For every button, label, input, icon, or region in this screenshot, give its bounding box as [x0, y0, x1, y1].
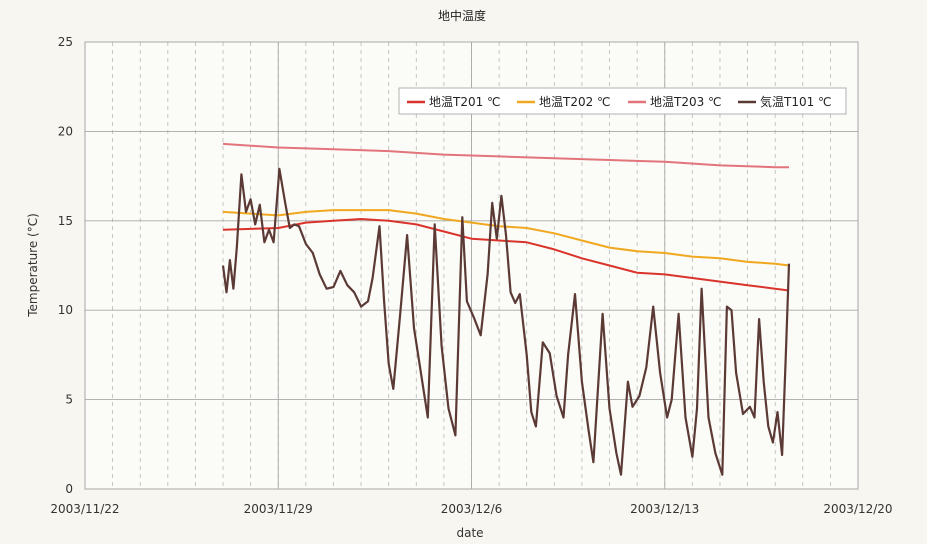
series-line-3 [222, 142, 789, 169]
legend-entry: 地温T203 ℃ [650, 95, 722, 109]
y-tick-label: 10 [58, 303, 73, 317]
legend: 地温T201 ℃ 地温T202 ℃ 地温T203 ℃ 気温T101 ℃ [398, 87, 847, 115]
series-line-4 [221, 167, 791, 476]
series-line-1 [222, 218, 790, 292]
x-tick-label: 2003/11/29 [244, 502, 313, 516]
x-tick-label: 2003/11/22 [50, 502, 119, 516]
y-tick-label: 25 [58, 35, 73, 49]
x-tick-label: 2003/12/13 [630, 502, 699, 516]
y-tick-label: 5 [65, 393, 73, 407]
legend-entry: 気温T101 ℃ [760, 94, 832, 109]
series-line-2 [222, 209, 790, 267]
y-tick-label: 0 [65, 482, 73, 496]
series-lines [221, 142, 791, 476]
legend-entry: 地温T201 ℃ [429, 95, 501, 109]
x-axis-label: date [456, 526, 483, 540]
y-axis-label: Temperature (°C) [26, 213, 40, 318]
grid [84, 41, 859, 490]
x-tick-label: 2003/12/20 [823, 502, 892, 516]
axes: 0 5 10 15 20 25 2003/11/22 2003/11/29 2003/12/6 2… [50, 35, 892, 516]
y-tick-label: 15 [58, 214, 73, 228]
y-tick-label: 20 [58, 124, 73, 138]
legend-entry: 地温T202 ℃ [539, 95, 611, 109]
x-tick-label: 2003/12/6 [441, 502, 503, 516]
chart-title: 地中温度 [438, 8, 486, 23]
legend-box [398, 87, 847, 115]
